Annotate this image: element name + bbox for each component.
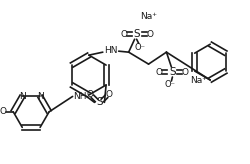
Text: O⁻: O⁻ [134,43,145,52]
Text: O⁻: O⁻ [165,81,176,90]
Text: O: O [0,107,7,116]
Text: S: S [169,67,176,77]
Text: O: O [106,90,113,99]
Text: S: S [96,97,103,107]
Text: O: O [182,68,189,77]
Text: Na⁺: Na⁺ [190,75,207,84]
Text: HN: HN [104,46,118,55]
Text: O: O [86,90,93,99]
Text: N: N [19,92,26,101]
Text: S: S [133,29,140,39]
Text: N: N [37,92,44,101]
Text: O: O [156,68,163,77]
Text: Na⁺: Na⁺ [140,12,157,21]
Text: NH: NH [73,92,86,101]
Text: O: O [120,30,127,39]
Text: O: O [146,30,153,39]
